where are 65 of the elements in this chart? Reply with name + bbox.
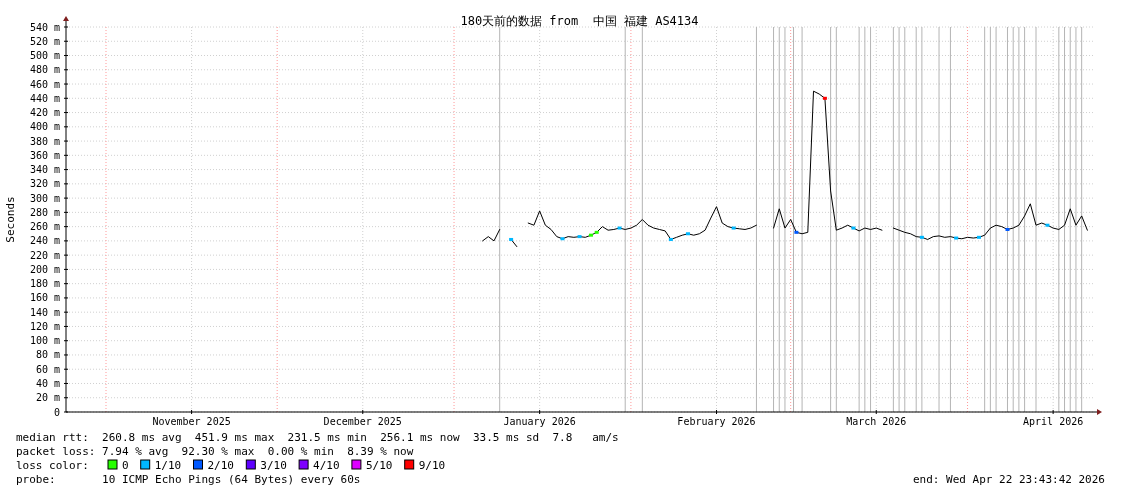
- y-tick-label: 320 m: [29, 178, 60, 190]
- y-tick-label: 20 m: [35, 392, 60, 404]
- point: [822, 96, 827, 100]
- point: [851, 226, 856, 230]
- y-tick-label: 280 m: [29, 206, 60, 218]
- point: [954, 236, 959, 240]
- y-tick-label: 420 m: [29, 107, 60, 119]
- x-tick-label: March 2026: [846, 416, 907, 427]
- y-tick-label: 240 m: [29, 235, 60, 247]
- point: [685, 232, 690, 236]
- y-tick-label: 300 m: [29, 192, 60, 204]
- text: end: Wed Apr 22 23:43:42 2026: [912, 473, 1105, 486]
- y-tick-label: 500 m: [29, 50, 60, 62]
- point: [577, 235, 582, 239]
- chart-title: 180天前的数据 from 中国 福建 AS4134: [460, 14, 699, 28]
- y-tick-label: 140 m: [29, 306, 60, 318]
- y-tick-label: 180 m: [29, 278, 60, 290]
- text: median rtt: 260.8 ms avg 451.9 ms max 231.5 ms min 256.1 ms now 33.5 ms sd 7.8 am/s: [16, 431, 619, 444]
- y-tick-label: 360 m: [29, 149, 60, 161]
- x-tick-label: January 2026: [503, 416, 576, 427]
- legend-label: 5/10: [365, 459, 393, 472]
- y-tick-label: 380 m: [29, 135, 60, 147]
- y-tick-label: 60 m: [35, 363, 60, 375]
- y-tick-label: 400 m: [29, 121, 60, 133]
- point: [919, 235, 924, 239]
- legend-label: 1/10: [154, 459, 182, 472]
- point: [594, 230, 599, 234]
- point: [1005, 227, 1010, 231]
- y-tick-label: 0: [53, 406, 60, 418]
- legend-label: 0: [122, 459, 129, 472]
- y-tick-label: 160 m: [29, 292, 60, 304]
- y-tick-label: 220 m: [29, 249, 60, 261]
- y-axis-title: Seconds: [4, 196, 17, 243]
- y-tick-label: 120 m: [29, 320, 60, 332]
- y-tick-label: 340 m: [29, 164, 60, 176]
- text: packet loss: 7.94 % avg 92.30 % max 0.00 % min 8.39 % now: [16, 445, 414, 458]
- y-tick-label: 40 m: [35, 377, 60, 389]
- point: [731, 226, 736, 230]
- point: [1045, 223, 1050, 227]
- point: [976, 235, 981, 239]
- x-tick-label: December 2025: [323, 416, 402, 427]
- y-tick-label: 460 m: [29, 78, 60, 90]
- legend-label: 3/10: [260, 459, 287, 472]
- x-tick-label: April 2026: [1023, 416, 1084, 427]
- y-tick-label: 520 m: [29, 35, 60, 47]
- legend-label: 4/10: [313, 459, 340, 472]
- y-tick-label: 80 m: [35, 349, 60, 361]
- point: [509, 237, 514, 241]
- y-tick-label: 100 m: [29, 335, 60, 347]
- legend-label: 9/10: [418, 459, 446, 472]
- x-tick-label: February 2026: [677, 416, 756, 427]
- point: [668, 237, 673, 241]
- point: [794, 230, 799, 234]
- y-tick-label: 260 m: [29, 221, 60, 233]
- y-tick-label: 200 m: [29, 263, 60, 275]
- point: [560, 237, 565, 241]
- y-tick-label: 540 m: [29, 21, 60, 33]
- y-tick-label: 480 m: [29, 64, 60, 76]
- y-tick-label: 440 m: [29, 92, 60, 104]
- text: probe: 10 ICMP Echo Pings (64 Bytes) every 60s: [16, 473, 361, 486]
- text: loss color:: [16, 459, 89, 472]
- point: [617, 226, 622, 230]
- point: [588, 233, 593, 237]
- x-tick-label: November 2025: [152, 416, 231, 427]
- legend-label: 2/10: [207, 459, 234, 472]
